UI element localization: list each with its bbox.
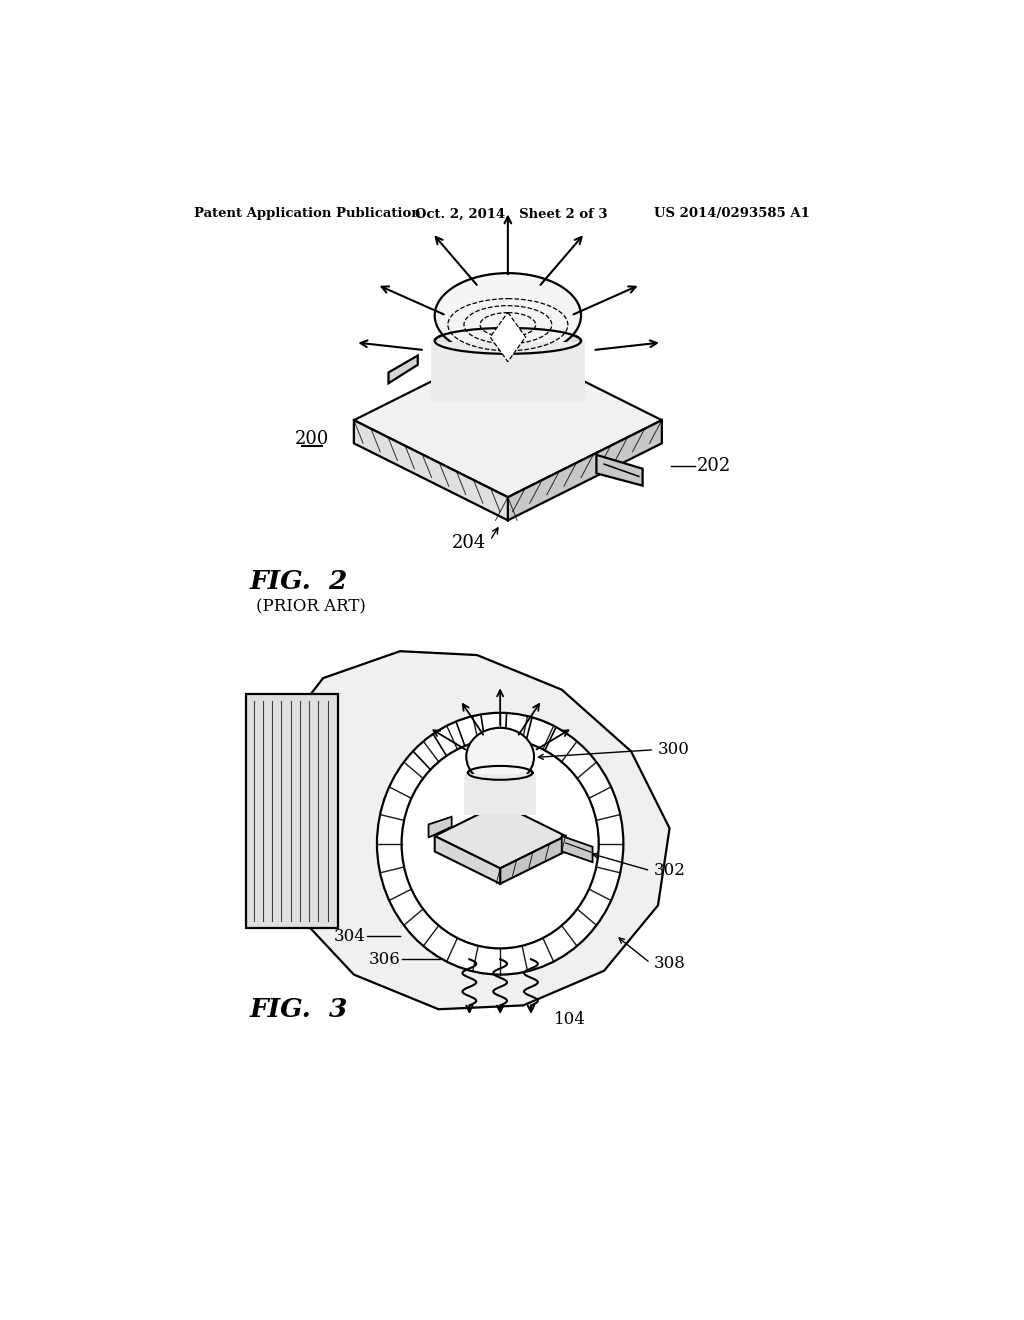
- Text: 200: 200: [294, 430, 329, 449]
- Polygon shape: [562, 836, 593, 862]
- Ellipse shape: [377, 713, 624, 974]
- Polygon shape: [388, 355, 418, 383]
- Text: FIG.  2: FIG. 2: [250, 569, 348, 594]
- Polygon shape: [354, 343, 662, 498]
- Polygon shape: [500, 836, 565, 884]
- Text: (PRIOR ART): (PRIOR ART): [256, 598, 366, 615]
- Text: 308: 308: [654, 954, 686, 972]
- Text: 306: 306: [369, 950, 400, 968]
- Polygon shape: [435, 836, 500, 884]
- Ellipse shape: [377, 713, 624, 974]
- Text: 204: 204: [452, 535, 486, 552]
- Text: 202: 202: [696, 458, 731, 475]
- Text: Oct. 2, 2014   Sheet 2 of 3: Oct. 2, 2014 Sheet 2 of 3: [416, 207, 608, 220]
- Text: US 2014/0293585 A1: US 2014/0293585 A1: [654, 207, 810, 220]
- Ellipse shape: [435, 327, 581, 354]
- Polygon shape: [246, 693, 339, 928]
- Polygon shape: [429, 817, 452, 837]
- Polygon shape: [508, 420, 662, 520]
- Polygon shape: [468, 774, 532, 808]
- Polygon shape: [435, 341, 581, 378]
- Text: FIG.  3: FIG. 3: [250, 997, 348, 1022]
- Polygon shape: [435, 804, 565, 869]
- Polygon shape: [354, 420, 508, 520]
- Ellipse shape: [468, 766, 532, 780]
- Polygon shape: [431, 342, 585, 403]
- Text: 304: 304: [334, 928, 366, 945]
- Polygon shape: [285, 651, 670, 1010]
- Polygon shape: [464, 775, 537, 816]
- Ellipse shape: [401, 739, 599, 948]
- Text: 300: 300: [658, 742, 690, 758]
- Text: Patent Application Publication: Patent Application Publication: [194, 207, 421, 220]
- Text: 302: 302: [654, 862, 686, 879]
- Ellipse shape: [466, 727, 535, 785]
- Text: 104: 104: [554, 1011, 586, 1028]
- Polygon shape: [490, 313, 525, 362]
- Polygon shape: [596, 455, 643, 486]
- Ellipse shape: [435, 273, 581, 358]
